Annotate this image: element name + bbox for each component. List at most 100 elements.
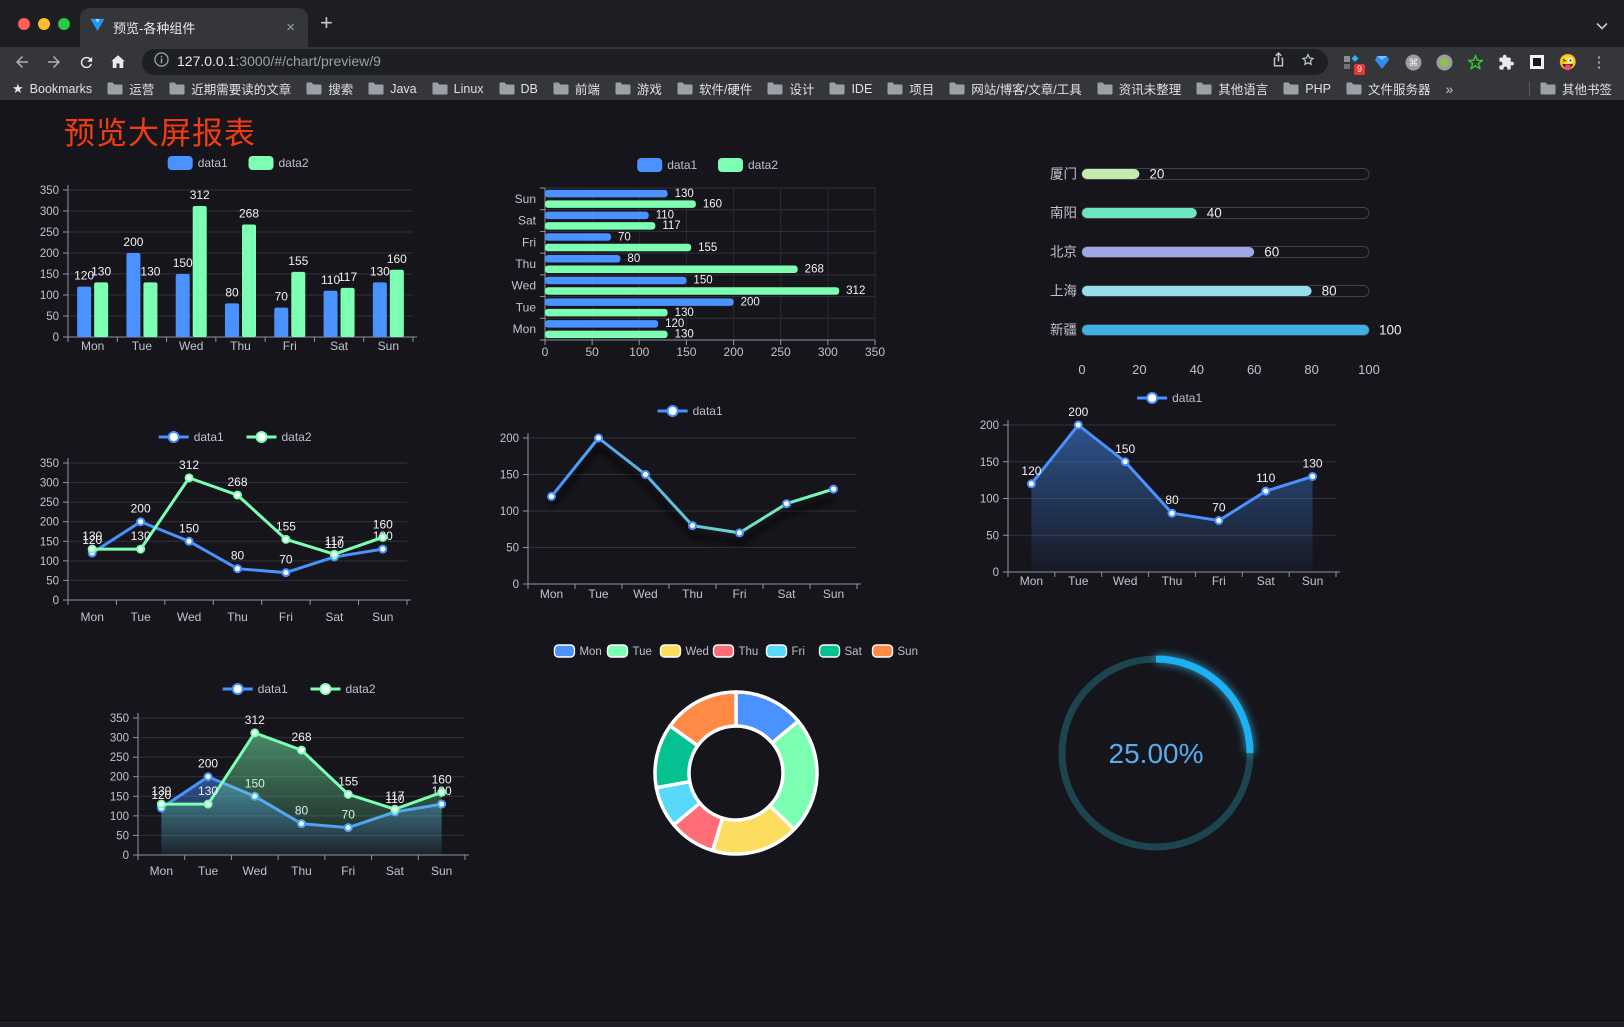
- legend-item[interactable]: Sat: [818, 644, 863, 658]
- svg-text:312: 312: [846, 285, 865, 297]
- address-bar[interactable]: 127.0.0.1:3000/#/chart/preview/9: [142, 49, 1328, 75]
- legend-item[interactable]: Thu: [712, 644, 758, 658]
- legend-item[interactable]: Mon: [553, 644, 602, 658]
- bookmark-folder-item[interactable]: 网站/博客/文章/工具: [949, 79, 1082, 98]
- chart-progress-bars[interactable]: 厦门 20 南阳 40 北京 60 上海 80 新疆 100 0 20 40 60 80 100: [1000, 152, 1410, 387]
- forward-button[interactable]: [42, 50, 66, 74]
- extension-command-icon[interactable]: ⌘: [1404, 53, 1422, 71]
- dark-mode-toggle-icon[interactable]: [1528, 53, 1546, 71]
- bookmark-folder-item[interactable]: Linux: [432, 82, 484, 96]
- chart-gauge[interactable]: 25.00%: [1052, 650, 1262, 860]
- bookmark-folder-item[interactable]: 前端: [553, 79, 600, 98]
- svg-text:130: 130: [82, 529, 102, 543]
- legend-item[interactable]: data2: [718, 158, 778, 172]
- legend-item[interactable]: data1: [657, 404, 723, 418]
- bookmark-folder-item[interactable]: 设计: [767, 79, 814, 98]
- svg-text:155: 155: [698, 242, 717, 254]
- back-button[interactable]: [10, 50, 34, 74]
- legend-item[interactable]: data1: [637, 158, 698, 172]
- chart-line-gradient[interactable]: 0 50 100 150 200 Mon Tue Wed Thu Fri Sat Sun data1: [495, 396, 890, 608]
- chart-grouped-bar-horizontal[interactable]: data1 data2 0 50 100 150 200 250 300 350 Sun 130 160…: [495, 150, 895, 368]
- chart-area-two-series[interactable]: 0 50 100 150 200 250 300 350 Mon Tue Wed Thu Fri Sat S…: [95, 675, 495, 887]
- legend-item[interactable]: Tue: [606, 644, 652, 658]
- bar-vertical-canvas[interactable]: data1 data2 0 50 100 150 200 250 300 350 Mon Tue Wed…: [30, 148, 480, 366]
- legend-item[interactable]: data1: [167, 156, 228, 170]
- legend-item[interactable]: data1: [222, 682, 288, 696]
- bookmark-folder-item[interactable]: 项目: [887, 79, 934, 98]
- window-minimize-button[interactable]: [38, 18, 50, 30]
- home-button[interactable]: [106, 50, 130, 74]
- svg-text:data2: data2: [279, 156, 309, 170]
- svg-text:100: 100: [40, 556, 59, 568]
- other-bookmarks-item[interactable]: 其他书签: [1540, 79, 1612, 98]
- share-icon[interactable]: [1271, 51, 1286, 73]
- chart-area-single[interactable]: 0 50 100 150 200 Mon Tue Wed Thu Fri Sat Sun 120 200 1…: [980, 388, 1365, 596]
- progress-bars-canvas[interactable]: 厦门 20 南阳 40 北京 60 上海 80 新疆 100 0 20 40 60 80 100: [1000, 152, 1410, 387]
- browser-tab[interactable]: 预览-各种组件 ×: [80, 8, 308, 47]
- data-point: [329, 549, 339, 559]
- svg-text:200: 200: [110, 772, 129, 784]
- svg-text:155: 155: [338, 774, 358, 788]
- chart-line-two-series[interactable]: 0 50 100 150 200 250 300 350 Mon Tue Wed Thu Fri Sat S…: [30, 425, 460, 635]
- extension-star-icon[interactable]: [1466, 53, 1484, 71]
- line-gradient-canvas[interactable]: 0 50 100 150 200 Mon Tue Wed Thu Fri Sat Sun data1: [495, 396, 890, 608]
- area-single-canvas[interactable]: 0 50 100 150 200 Mon Tue Wed Thu Fri Sat Sun 120 200 1…: [980, 388, 1365, 596]
- area-two-series-canvas[interactable]: 0 50 100 150 200 250 300 350 Mon Tue Wed Thu Fri Sat S…: [95, 675, 495, 887]
- emoji-extension-icon[interactable]: 😜: [1558, 54, 1578, 71]
- bookmark-folder-item[interactable]: 近期需要读的文章: [169, 79, 291, 98]
- svg-text:0: 0: [123, 850, 129, 862]
- tab-search-chevron-icon[interactable]: [1596, 17, 1608, 35]
- new-tab-button[interactable]: +: [320, 10, 333, 35]
- reload-button[interactable]: [74, 50, 98, 74]
- bookmark-folder-item[interactable]: 游戏: [615, 79, 662, 98]
- legend-item[interactable]: data2: [246, 430, 312, 444]
- data-point: [437, 787, 447, 797]
- bar: [77, 286, 92, 337]
- legend-item[interactable]: Fri: [765, 644, 805, 658]
- legend-item[interactable]: data2: [310, 682, 376, 696]
- svg-text:data1: data1: [693, 404, 723, 418]
- svg-text:Mon: Mon: [150, 864, 173, 878]
- bookmark-folder-item[interactable]: 文件服务器: [1346, 79, 1430, 98]
- bookmarks-overflow-chevron[interactable]: »: [1445, 80, 1454, 97]
- chart-donut[interactable]: Mon Tue Wed Thu Fri Sat Sun: [540, 635, 940, 863]
- bookmark-folder-item[interactable]: 运营: [107, 79, 154, 98]
- legend-item[interactable]: data2: [248, 156, 309, 170]
- extension-collection-icon[interactable]: 9: [1342, 53, 1365, 75]
- data-point: [782, 499, 791, 509]
- donut-canvas[interactable]: Mon Tue Wed Thu Fri Sat Sun: [540, 635, 940, 863]
- bookmark-folder-item[interactable]: IDE: [829, 82, 872, 96]
- extension-green-dot-icon[interactable]: [1435, 53, 1453, 71]
- svg-text:250: 250: [40, 497, 59, 509]
- bookmark-folder-item[interactable]: 软件/硬件: [677, 79, 752, 98]
- bookmarks-manager-item[interactable]: ★ Bookmarks: [12, 81, 92, 97]
- bookmark-folder-item[interactable]: DB: [499, 82, 538, 96]
- extension-puzzle-icon[interactable]: [1497, 53, 1515, 71]
- legend-item[interactable]: Wed: [659, 644, 709, 658]
- extension-gem-icon[interactable]: [1373, 53, 1391, 71]
- bar-horizontal-canvas[interactable]: data1 data2 0 50 100 150 200 250 300 350 Sun 130 160…: [495, 150, 895, 368]
- legend-item[interactable]: data1: [1137, 391, 1202, 405]
- gauge-canvas[interactable]: 25.00%: [1052, 650, 1262, 860]
- tab-close-icon[interactable]: ×: [286, 19, 295, 36]
- bookmark-folder-item[interactable]: 搜索: [306, 79, 353, 98]
- line-two-series-canvas[interactable]: 0 50 100 150 200 250 300 350 Mon Tue Wed Thu Fri Sat S…: [30, 425, 460, 635]
- bookmark-star-icon[interactable]: [1300, 52, 1316, 73]
- bookmark-folder-item[interactable]: PHP: [1283, 82, 1331, 96]
- bookmark-folder-item[interactable]: 其他语言: [1196, 79, 1268, 98]
- window-close-button[interactable]: [18, 18, 30, 30]
- window-maximize-button[interactable]: [58, 18, 70, 30]
- svg-text:200: 200: [198, 757, 218, 771]
- site-info-icon[interactable]: [154, 52, 169, 72]
- svg-text:Sat: Sat: [386, 864, 405, 878]
- legend-item[interactable]: Sun: [871, 644, 918, 658]
- bookmark-folder-item[interactable]: Java: [368, 82, 417, 96]
- svg-text:Thu: Thu: [682, 587, 703, 601]
- svg-text:350: 350: [40, 458, 59, 470]
- svg-text:Tue: Tue: [1068, 574, 1089, 588]
- chart-grouped-bar-vertical[interactable]: data1 data2 0 50 100 150 200 250 300 350 Mon Tue Wed…: [30, 148, 480, 366]
- browser-menu-icon[interactable]: ⋮: [1591, 54, 1607, 71]
- legend-item[interactable]: data1: [158, 430, 224, 444]
- svg-text:80: 80: [231, 549, 245, 563]
- bookmark-folder-item[interactable]: 资讯未整理: [1097, 79, 1181, 98]
